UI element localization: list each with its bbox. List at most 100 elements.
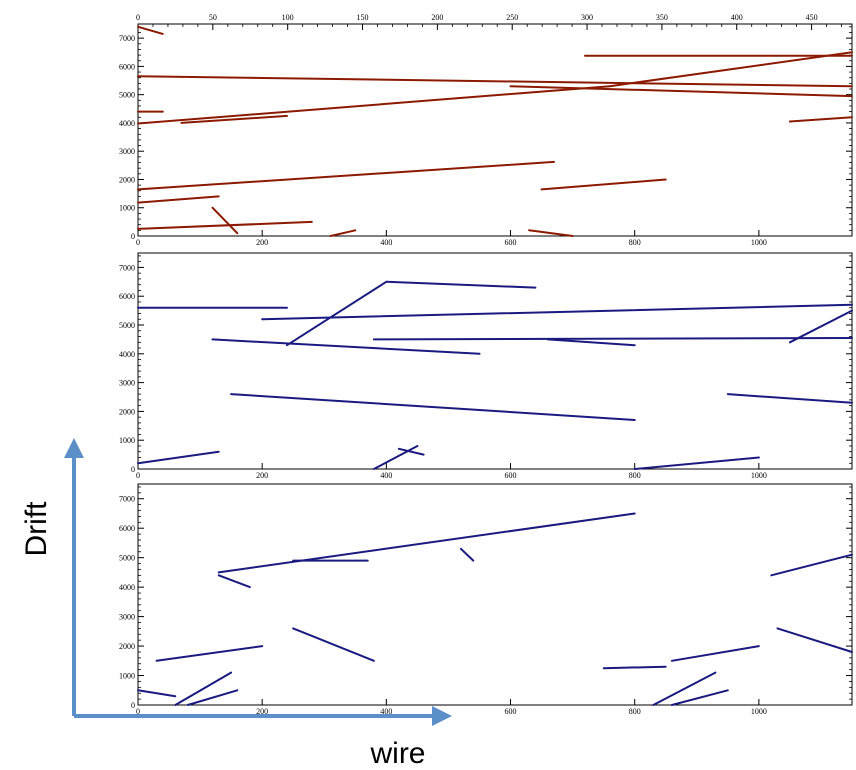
track [137, 450, 220, 465]
x-tick-label: 400 [380, 707, 392, 716]
y-tick-label: 1000 [119, 204, 135, 213]
track [137, 220, 313, 230]
y-tick-label: 0 [131, 232, 135, 241]
panel-bottom: 0 1000 2000 3000 4000 5000 6000 7000 0 200 400 600 8… [119, 483, 853, 716]
track [137, 160, 555, 191]
x-tick-label: 400 [380, 471, 392, 480]
x-tick-label: 800 [629, 238, 641, 247]
x-tick-label: 1000 [751, 238, 767, 247]
track [230, 393, 636, 421]
y-tick-label: 2000 [119, 407, 135, 416]
y-tick-label: 0 [131, 465, 135, 474]
y-tick-label: 3000 [119, 147, 135, 156]
track [459, 547, 475, 562]
x-top-tick-label: 300 [581, 13, 593, 22]
wire-label: wire [369, 737, 425, 770]
drift-label: Drift [20, 501, 53, 557]
y-tick-label: 5000 [119, 91, 135, 100]
drift-arrow-head [64, 438, 84, 458]
track [180, 114, 288, 124]
track [286, 280, 388, 347]
plot-frame [137, 252, 853, 470]
track [211, 338, 481, 355]
x-top-tick-label: 250 [506, 13, 518, 22]
axes-annotation: Drift wire [20, 438, 452, 770]
y-tick-label: 3000 [119, 613, 135, 622]
y-tick-label: 6000 [119, 292, 135, 301]
x-tick-label: 1000 [751, 471, 767, 480]
x-top-tick-label: 50 [209, 13, 217, 22]
track [776, 627, 853, 653]
track [509, 85, 853, 98]
y-tick-label: 4000 [119, 583, 135, 592]
track [372, 337, 853, 341]
y-tick-label: 5000 [119, 554, 135, 563]
track [788, 116, 853, 123]
track [726, 393, 853, 404]
track [788, 309, 853, 344]
track [385, 280, 537, 289]
y-tick-label: 3000 [119, 379, 135, 388]
track [397, 447, 425, 456]
y-tick-label: 2000 [119, 642, 135, 651]
x-tick-label: 800 [629, 707, 641, 716]
x-tick-label: 200 [256, 707, 268, 716]
x-tick-label: 800 [629, 471, 641, 480]
x-top-tick-label: 100 [282, 13, 294, 22]
x-top-tick-label: 200 [431, 13, 443, 22]
plot-frame [137, 23, 853, 237]
track [137, 85, 611, 125]
x-top-tick-label: 400 [731, 13, 743, 22]
panel-middle: 0 1000 2000 3000 4000 5000 6000 7000 0 200 400 600 8… [119, 252, 853, 480]
y-tick-label: 7000 [119, 34, 135, 43]
track [602, 665, 667, 670]
x-tick-label: 600 [505, 471, 517, 480]
track [633, 456, 760, 470]
y-tick-label: 4000 [119, 350, 135, 359]
track [186, 689, 239, 706]
track [174, 671, 233, 706]
wire-arrow-head [432, 706, 452, 726]
track [670, 689, 729, 706]
track [770, 553, 853, 577]
y-tick-label: 0 [131, 701, 135, 710]
track [211, 206, 239, 235]
x-tick-label: 200 [256, 471, 268, 480]
y-tick-label: 6000 [119, 62, 135, 71]
track [652, 671, 717, 706]
track [528, 229, 574, 237]
x-tick-label: 200 [256, 238, 268, 247]
track [217, 512, 636, 574]
track [670, 645, 760, 662]
y-tick-label: 1000 [119, 436, 135, 445]
y-tick-label: 1000 [119, 672, 135, 681]
plot-frame [137, 483, 853, 706]
track [546, 338, 636, 347]
y-tick-label: 7000 [119, 495, 135, 504]
track [292, 627, 375, 662]
track [137, 25, 164, 35]
track [608, 51, 853, 88]
x-tick-label: 0 [136, 238, 140, 247]
x-tick-label: 600 [505, 707, 517, 716]
track [261, 303, 853, 321]
y-tick-label: 6000 [119, 524, 135, 533]
x-top-tick-label: 350 [656, 13, 668, 22]
x-tick-label: 0 [136, 471, 140, 480]
track [329, 229, 357, 237]
y-tick-label: 7000 [119, 263, 135, 272]
y-tick-label: 5000 [119, 321, 135, 330]
x-tick-label: 0 [136, 707, 140, 716]
x-tick-label: 1000 [751, 707, 767, 716]
track [137, 195, 220, 204]
track [137, 75, 853, 88]
track [217, 574, 251, 589]
y-tick-label: 4000 [119, 119, 135, 128]
track [540, 178, 667, 191]
x-tick-label: 600 [505, 238, 517, 247]
x-top-tick-label: 450 [806, 13, 818, 22]
track [137, 689, 177, 698]
